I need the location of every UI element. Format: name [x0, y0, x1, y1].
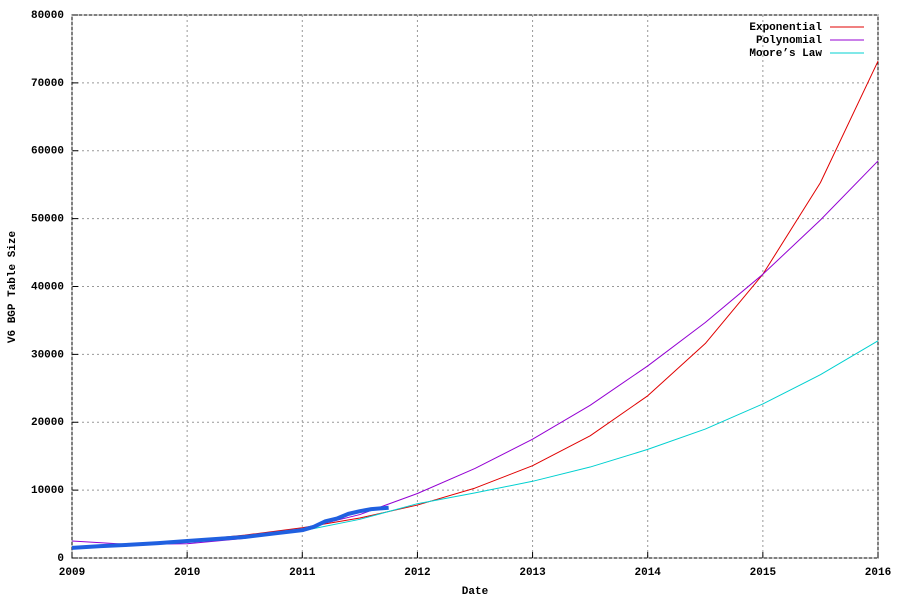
y-tick-label: 0: [57, 553, 64, 565]
series-line: [71, 60, 879, 549]
series-line: [71, 160, 879, 545]
y-tick-label: 50000: [31, 214, 64, 226]
y-tick-label: 10000: [31, 485, 64, 497]
y-axis-label: V6 BGP Table Size: [7, 230, 19, 343]
data-line: [71, 505, 389, 550]
x-tick-label: 2014: [635, 567, 662, 579]
legend-label: Exponential: [749, 22, 822, 34]
x-tick-label: 2015: [750, 567, 777, 579]
y-tick-label: 40000: [31, 281, 64, 293]
x-tick-label: 2010: [174, 567, 200, 579]
x-tick-label: 2016: [865, 567, 891, 579]
y-tick-label: 70000: [31, 78, 64, 90]
legend-label: Polynomial: [756, 35, 822, 47]
y-tick-label: 20000: [31, 417, 64, 429]
y-tick-label: 60000: [31, 146, 64, 158]
x-tick-label: 2011: [289, 567, 316, 579]
y-tick-label: 30000: [31, 349, 64, 361]
x-axis-label: Date: [462, 586, 489, 598]
x-tick-label: 2012: [404, 567, 430, 579]
x-tick-label: 2009: [59, 567, 85, 579]
x-tick-label: 2013: [519, 567, 546, 579]
legend-label: Moore’s Law: [749, 48, 822, 60]
series-line: [71, 340, 879, 548]
y-tick-label: 80000: [31, 10, 64, 22]
